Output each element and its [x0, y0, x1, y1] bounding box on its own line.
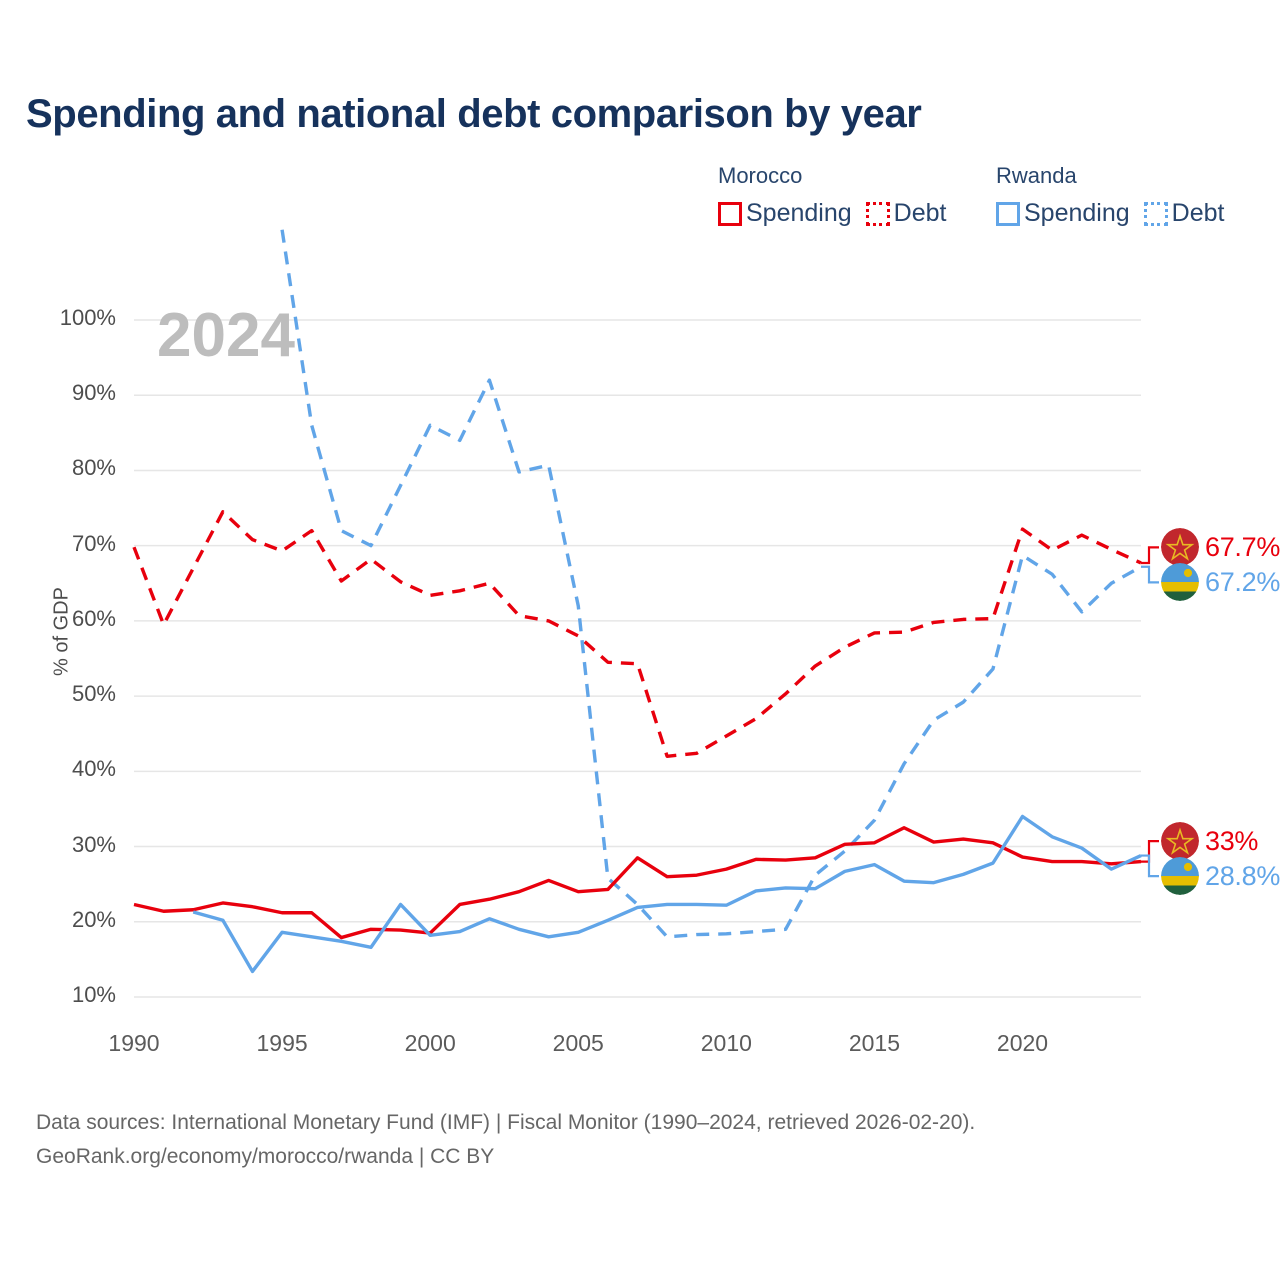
x-tick-label: 2005: [552, 1030, 604, 1056]
y-tick-label: 60%: [71, 605, 116, 631]
legend-label-morocco-debt: Debt: [893, 199, 947, 227]
y-tick-label: 40%: [71, 756, 116, 782]
legend-swatch-dotted-icon: [865, 201, 890, 226]
series-lines: [132, 229, 1142, 974]
legend-country-morocco: Morocco: [718, 163, 803, 188]
footer-line-1: Data sources: International Monetary Fun…: [36, 1111, 976, 1134]
legend-group-morocco: Morocco Spending Debt: [718, 163, 946, 227]
series-line-rwanda-debt: [280, 229, 1142, 939]
end-label-morocco-debt-value: 67.7%: [1205, 531, 1280, 562]
y-tick-label: 50%: [71, 681, 116, 707]
legend-item-morocco-spending[interactable]: Spending: [718, 199, 852, 228]
x-tick-label: 1990: [108, 1030, 160, 1056]
morocco-flag-icon: [1161, 528, 1199, 567]
end-connector: [1141, 839, 1159, 863]
end-label-morocco-spending: 33%: [1161, 822, 1259, 861]
footer-line-2: GeoRank.org/economy/morocco/rwanda | CC …: [36, 1145, 495, 1168]
end-label-connectors: [1141, 546, 1159, 878]
end-label-morocco-spending-value: 33%: [1205, 825, 1259, 856]
end-label-rwanda-spending-value: 28.8%: [1205, 860, 1280, 891]
page-title: Spending and national debt comparison by…: [26, 92, 922, 136]
gridlines: [134, 319, 1141, 998]
x-tick-label: 2015: [848, 1030, 901, 1056]
end-label-morocco-debt: 67.7%: [1161, 528, 1280, 567]
legend-swatch-dotted-icon: [1143, 201, 1168, 226]
legend-group-rwanda: Rwanda Spending Debt: [996, 163, 1224, 227]
legend-label-rwanda-spending: Spending: [1024, 199, 1130, 227]
series-line-morocco-debt: [132, 510, 1142, 758]
y-tick-label: 100%: [59, 305, 116, 330]
end-label-rwanda-spending: 28.8%: [1161, 857, 1280, 896]
end-connector: [1141, 854, 1159, 878]
y-tick-label: 80%: [71, 455, 116, 481]
series-line-rwanda-spending: [192, 814, 1142, 974]
x-tick-label: 1995: [256, 1030, 308, 1056]
morocco-flag-icon: [1161, 822, 1199, 861]
footer-sources: Data sources: International Monetary Fun…: [36, 1106, 975, 1174]
legend-swatch-solid-icon: [996, 201, 1020, 226]
series-line-morocco-spending: [133, 826, 1142, 940]
y-tick-label: 10%: [71, 982, 116, 1007]
legend-swatch-solid-icon: [718, 201, 742, 226]
legend-item-rwanda-debt[interactable]: Debt: [1143, 199, 1225, 228]
end-label-rwanda-debt: 67.2%: [1161, 563, 1280, 602]
y-tick-label: 90%: [71, 380, 116, 406]
y-tick-label: 30%: [71, 831, 116, 857]
end-connector: [1141, 546, 1159, 565]
legend-item-morocco-debt[interactable]: Debt: [865, 199, 947, 228]
year-watermark: 2024: [157, 301, 295, 370]
legend-row-morocco: Spending Debt: [718, 199, 960, 228]
rwanda-flag-icon: [1161, 857, 1199, 896]
x-tick-label: 2000: [404, 1030, 456, 1056]
chart-legend: Morocco Spending Debt Rwanda Spending: [718, 163, 1278, 243]
y-tick-label: 70%: [71, 530, 116, 556]
rwanda-flag-icon: [1161, 563, 1199, 602]
legend-row-rwanda: Spending Debt: [996, 199, 1238, 228]
legend-label-morocco-spending: Spending: [746, 199, 852, 227]
y-tick-label: 20%: [71, 906, 116, 932]
legend-country-rwanda: Rwanda: [996, 163, 1077, 188]
legend-item-rwanda-spending[interactable]: Spending: [996, 199, 1130, 228]
x-tick-label: 2010: [700, 1030, 752, 1056]
end-label-rwanda-debt-value: 67.2%: [1205, 566, 1280, 597]
legend-label-rwanda-debt: Debt: [1171, 199, 1225, 227]
x-tick-label: 2020: [996, 1030, 1049, 1056]
end-connector: [1141, 565, 1159, 584]
